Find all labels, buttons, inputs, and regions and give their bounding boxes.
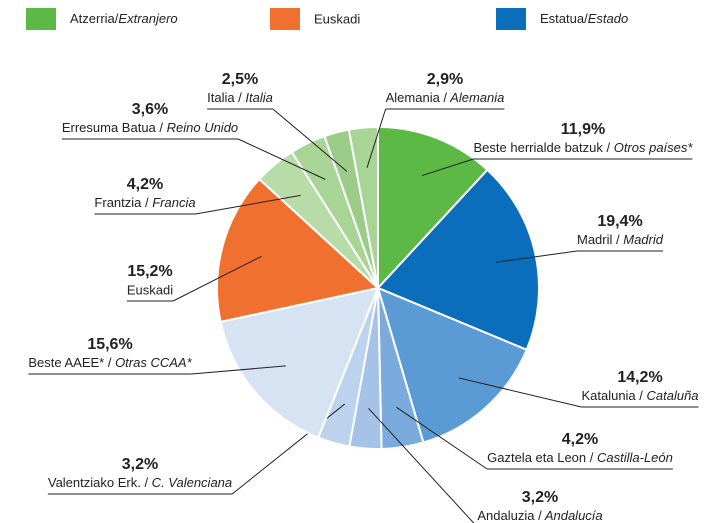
- slice-label: Beste herrialde batzuk / Otros países*: [474, 140, 694, 155]
- pie-slice: [216, 177, 381, 324]
- leader-line: [366, 108, 387, 168]
- slice-label: Frantzia / Francia: [94, 195, 195, 210]
- slice-label: Italia / Italia: [207, 90, 273, 105]
- slice-label: Euskadi: [127, 282, 173, 297]
- leader-line: [396, 406, 488, 470]
- pie-slice: [219, 286, 380, 439]
- legend-swatch: [496, 8, 526, 30]
- leader-line: [237, 138, 326, 180]
- value-label: 19,4%: [597, 213, 642, 230]
- slice-label: Andaluzia / Andalucía: [477, 508, 602, 523]
- legend-label: Atzerria/Extranjero: [70, 11, 178, 26]
- leader-line: [191, 365, 286, 375]
- slice-label: Alemania / Alemania: [386, 90, 505, 105]
- value-label: 15,6%: [87, 336, 132, 353]
- leader-line: [421, 158, 474, 177]
- value-label: 3,6%: [132, 101, 168, 118]
- slice-label: Valentziako Erk. / C. Valenciana: [48, 475, 232, 490]
- value-label: 4,2%: [127, 176, 163, 193]
- value-label: 3,2%: [122, 456, 158, 473]
- value-label: 2,5%: [222, 71, 258, 88]
- slice-label: Madril / Madrid: [577, 232, 664, 247]
- leader-line: [368, 408, 475, 523]
- value-label: 4,2%: [562, 431, 598, 448]
- legend-label: Estatua/Estado: [540, 11, 628, 26]
- legend-label: Euskadi: [314, 11, 360, 26]
- slice-label: Gaztela eta Leon / Castilla-León: [487, 450, 673, 465]
- value-label: 14,2%: [617, 369, 662, 386]
- value-label: 2,9%: [427, 71, 463, 88]
- value-label: 15,2%: [127, 263, 172, 280]
- legend-swatch: [26, 8, 56, 30]
- leader-line: [495, 250, 578, 263]
- pie-slice: [376, 286, 528, 444]
- pie-slice: [347, 125, 379, 289]
- pie-slice: [376, 168, 540, 352]
- value-label: 11,9%: [561, 121, 605, 138]
- leader-line: [195, 194, 301, 215]
- leader-line: [458, 377, 582, 408]
- legend-swatch: [270, 8, 300, 30]
- value-label: 3,2%: [522, 489, 558, 506]
- slice-label: Erresuma Batua / Reino Unido: [62, 120, 238, 135]
- leader-line: [272, 108, 348, 172]
- leader-line: [172, 255, 262, 302]
- pie-slice: [377, 125, 489, 291]
- slice-label: Beste AAEE* / Otras CCAA*: [28, 355, 192, 370]
- slice-label: Katalunia / Cataluña: [581, 388, 698, 403]
